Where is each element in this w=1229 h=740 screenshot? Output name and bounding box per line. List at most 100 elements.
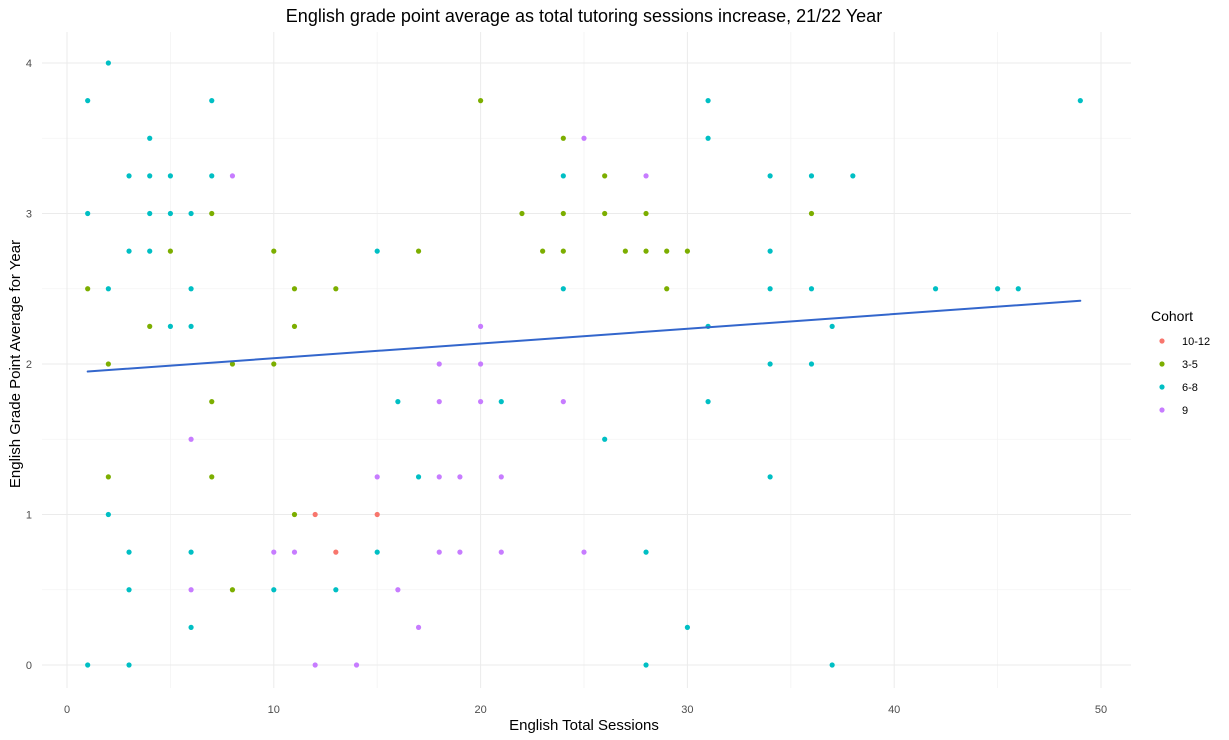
data-point: [374, 549, 380, 555]
data-point: [271, 587, 277, 593]
data-point: [664, 286, 670, 292]
x-tick-label: 50: [1095, 704, 1107, 716]
x-tick-label: 40: [888, 704, 900, 716]
x-tick-label: 30: [681, 704, 693, 716]
data-point: [209, 173, 215, 179]
data-point: [291, 549, 298, 555]
data-point: [995, 286, 1001, 292]
data-point: [457, 549, 463, 555]
x-tick-label: 20: [474, 704, 486, 716]
data-point: [126, 248, 132, 254]
data-point: [147, 135, 153, 141]
data-point: [767, 248, 773, 254]
data-point: [374, 248, 380, 254]
data-point: [932, 286, 939, 292]
data-point: [767, 361, 773, 367]
data-point: [850, 173, 856, 179]
data-point: [167, 210, 173, 217]
y-tick-label: 0: [26, 660, 32, 672]
x-tick-label: 10: [268, 704, 280, 716]
data-point: [581, 135, 587, 141]
data-point: [415, 474, 422, 480]
data-point: [333, 587, 339, 593]
data-point: [188, 624, 194, 630]
legend-label: 6-8: [1182, 382, 1198, 394]
data-point: [602, 210, 608, 217]
data-point: [560, 173, 566, 179]
data-point: [312, 662, 318, 668]
data-point: [808, 173, 815, 179]
data-point: [105, 511, 111, 518]
data-point: [229, 587, 236, 593]
y-tick-label: 4: [26, 58, 32, 70]
data-point: [271, 248, 277, 254]
data-point: [209, 98, 215, 104]
data-point: [705, 135, 711, 141]
data-point: [167, 248, 173, 254]
data-point: [705, 98, 711, 104]
x-tick-label: 0: [64, 704, 70, 716]
data-point: [415, 248, 422, 254]
data-point: [478, 323, 484, 329]
data-point: [540, 248, 546, 254]
data-point: [436, 549, 442, 555]
trend-line-group: [86, 299, 1082, 373]
trend-line: [86, 299, 1082, 373]
data-point: [147, 173, 153, 179]
data-point: [126, 587, 132, 593]
data-point: [188, 587, 194, 593]
legend-label: 9: [1182, 405, 1188, 417]
legend-label: 3-5: [1182, 359, 1198, 371]
data-point: [229, 361, 236, 367]
data-point: [602, 436, 608, 442]
data-point: [478, 399, 484, 405]
data-point: [808, 361, 815, 367]
data-point: [85, 98, 91, 104]
data-point: [188, 210, 194, 217]
legend-key: [1159, 407, 1165, 413]
data-point: [105, 286, 111, 292]
data-point: [353, 662, 360, 668]
data-point: [643, 662, 649, 668]
data-point: [436, 361, 442, 367]
data-point: [560, 210, 566, 217]
axis-ticks: 0 10 20 30 40 50 0 1 2 3 4: [26, 58, 1107, 716]
data-point: [271, 549, 277, 555]
y-axis-title: English Grade Point Average for Year: [7, 240, 24, 488]
data-point: [105, 60, 111, 66]
legend-key: [1159, 361, 1165, 367]
data-point: [209, 399, 215, 405]
data-point: [498, 549, 504, 555]
data-point: [767, 173, 773, 179]
data-point: [271, 361, 277, 367]
chart-title: English grade point average as total tut…: [286, 6, 882, 26]
data-point: [457, 474, 463, 480]
data-point: [684, 248, 691, 254]
data-point: [643, 549, 649, 555]
data-point: [808, 286, 815, 292]
data-point: [478, 98, 484, 104]
data-point: [147, 323, 153, 329]
data-point: [147, 210, 153, 217]
data-point: [1015, 286, 1021, 292]
legend-title: Cohort: [1151, 308, 1193, 324]
data-point: [126, 662, 132, 668]
data-point: [188, 436, 194, 442]
data-point: [808, 210, 815, 217]
data-point: [85, 210, 91, 217]
data-point: [415, 624, 422, 630]
data-point: [664, 248, 670, 254]
y-tick-label: 2: [26, 359, 32, 371]
data-point: [395, 399, 401, 405]
data-point: [1077, 98, 1083, 104]
data-point: [312, 511, 318, 518]
data-point: [85, 286, 91, 292]
data-point: [643, 248, 649, 254]
data-point: [229, 173, 236, 179]
data-point: [829, 662, 835, 668]
data-point: [560, 248, 566, 254]
data-point: [209, 474, 215, 480]
data-point: [105, 474, 111, 480]
data-point: [519, 210, 525, 217]
